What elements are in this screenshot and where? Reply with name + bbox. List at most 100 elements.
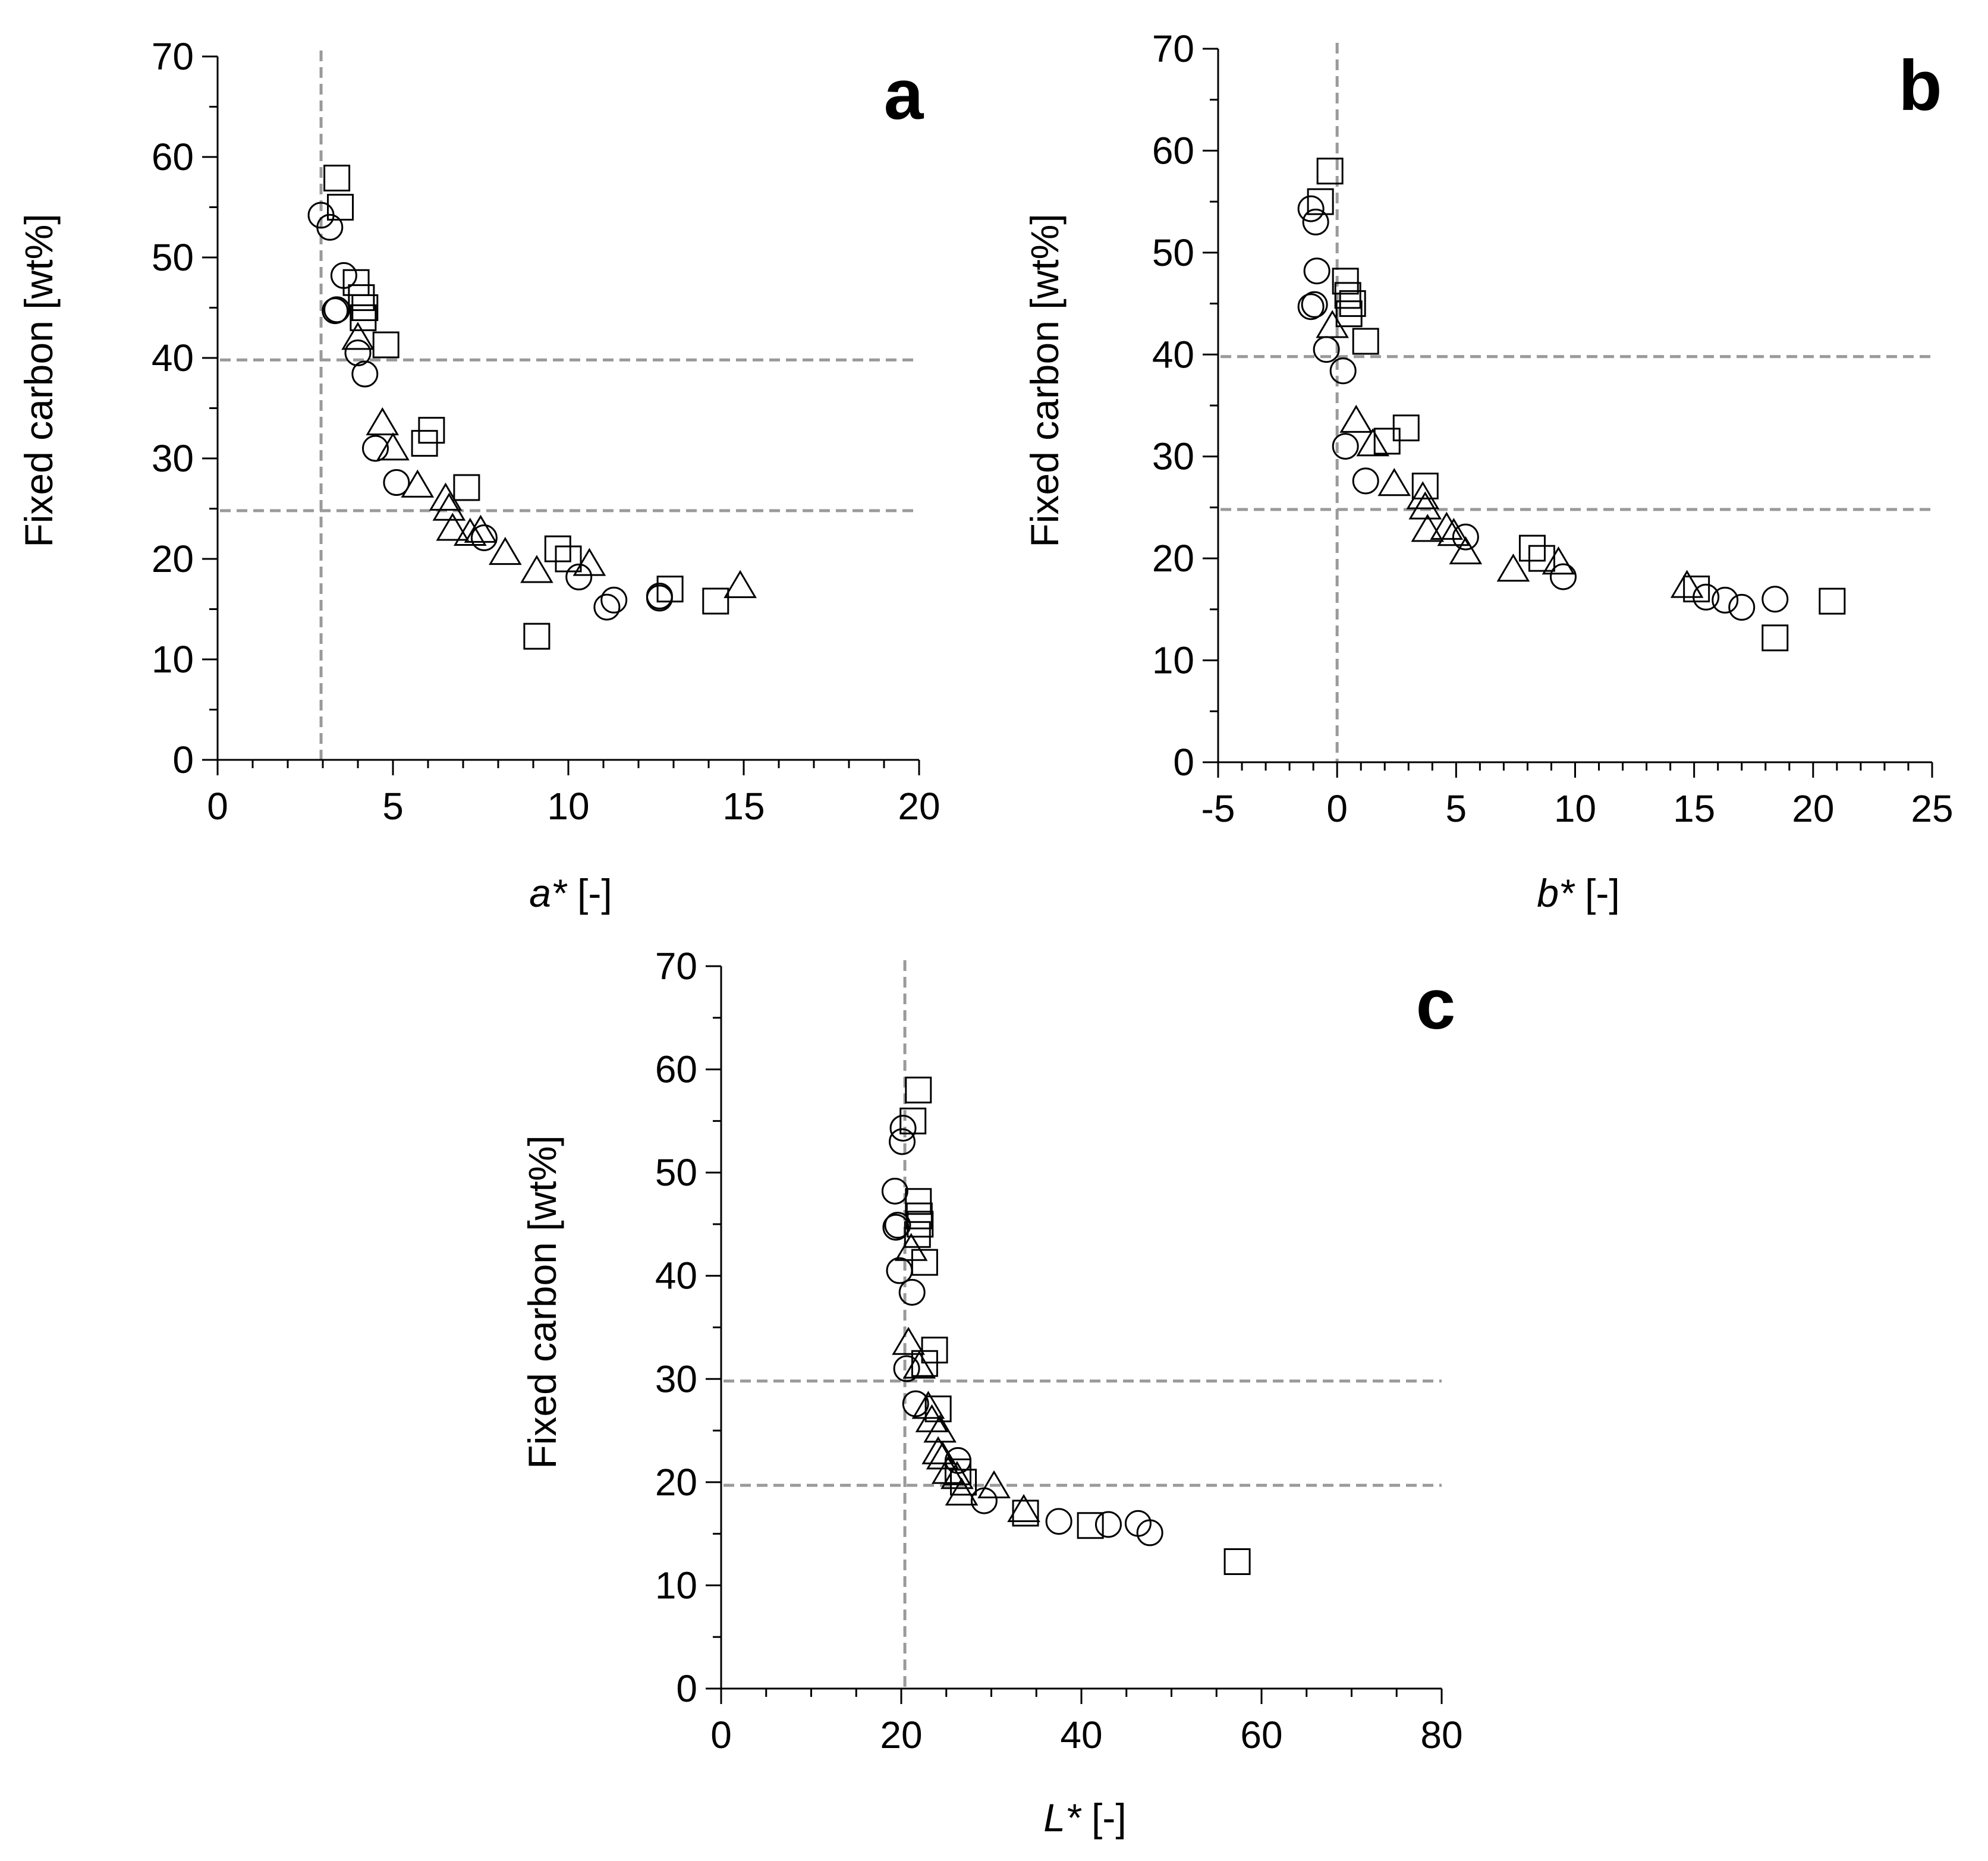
panel-b-circle-point (1712, 586, 1739, 614)
panel-a-y-axis-title: Fixed carbon [wt%] (17, 213, 61, 547)
panel-b-letter: b (1898, 46, 1942, 125)
panel-a-y-tick-label: 70 (152, 35, 194, 78)
panel-b-square-point (1352, 328, 1379, 355)
panel-c-triangle-point (945, 1477, 979, 1506)
panel-b-y-tick-label: 60 (1152, 129, 1194, 172)
panel-b-y-tick-label: 40 (1152, 333, 1194, 376)
panel-b-triangle-point (1411, 514, 1445, 542)
panel-a-x-axis-title: a* [-] (529, 871, 612, 915)
panel-c-square-point (905, 1076, 932, 1104)
panel-c-square-point (905, 1188, 932, 1215)
panel-c-x-tick-label: 60 (1240, 1714, 1282, 1756)
panel-c-y-tick-label: 50 (655, 1151, 697, 1194)
panel-b-circle-point (1728, 593, 1756, 621)
panel-c-x-tick-label: 40 (1060, 1714, 1102, 1756)
panel-a-triangle-point (724, 570, 757, 598)
panel-b-triangle-point (1496, 554, 1530, 582)
panel-c: 0 10 20 30 40 50 60 70 0 20 40 60 80 Fixed carbon [w… (520, 945, 1463, 1840)
panel-a-circle-point (351, 360, 379, 388)
panel-b-x-tick-label: 20 (1792, 787, 1834, 830)
panel-a-square-point (327, 194, 354, 221)
panel-b-square-point (1683, 576, 1710, 603)
panel-c-y-tick-label: 30 (655, 1357, 697, 1400)
panel-a-square-point (323, 164, 351, 191)
panel-a-letter: a (884, 55, 924, 134)
panel-b-y-tick-label: 30 (1152, 435, 1194, 478)
panel-c-axes (720, 966, 1442, 1690)
panel-b-square-point (1335, 300, 1363, 328)
panel-a: 0 10 20 30 40 50 60 70 0 5 10 15 20 Fixed carbon [wt… (17, 35, 940, 915)
panel-a-x-tick-label: 5 (382, 785, 404, 828)
panel-c-y-tick-label: 0 (676, 1667, 697, 1710)
panel-b-x-axis-title: b* [-] (1537, 871, 1619, 915)
panel-b-triangle-point (1356, 428, 1390, 457)
panel-b-triangle-point (1430, 511, 1464, 540)
panel-b-triangle-point (1670, 570, 1704, 598)
panel-a-triangle-point (401, 469, 435, 498)
panel-a-square-point (453, 474, 480, 501)
panel-c-circle-point (889, 1115, 917, 1142)
panel-c-circle-point (898, 1278, 926, 1306)
panel-a-square-point (372, 331, 400, 359)
panel-a-y-tick-label: 10 (152, 638, 194, 681)
panel-a-data-points (307, 164, 757, 650)
panel-b-square-point (1392, 414, 1420, 442)
panel-a-circle-point (323, 296, 351, 323)
panel-c-y-tick-label: 70 (655, 945, 697, 988)
panel-a-circle-point (383, 469, 410, 496)
panel-b-y-tick-label: 10 (1152, 639, 1194, 682)
panel-a-reference-lines (220, 51, 919, 760)
panel-a-square-point (656, 576, 684, 603)
panel-c-triangle-point (892, 1326, 925, 1355)
panel-a-circle-point (646, 583, 673, 610)
panel-c-circle-point (1094, 1511, 1122, 1538)
panel-b-triangle-point (1437, 518, 1471, 546)
panel-a-triangle-point (366, 407, 400, 436)
panel-a-circle-point (600, 586, 628, 614)
panel-b-circle-point (1297, 293, 1325, 320)
panel-c-triangle-point (1007, 1494, 1040, 1522)
panel-b-triangle-point (1339, 404, 1373, 433)
panel-c-square-point (899, 1107, 927, 1134)
panel-b-square-point (1819, 587, 1846, 615)
panel-a-x-tick-label: 20 (898, 785, 940, 828)
panel-c-square-point (907, 1211, 934, 1238)
panel-b-square-point (1518, 535, 1546, 562)
panel-c-circle-point (886, 1257, 913, 1284)
panel-a-square-point (350, 304, 377, 331)
panel-a-ticks: 0 10 20 30 40 50 60 70 0 5 10 15 20 (152, 35, 940, 828)
panel-a-triangle-point (464, 514, 498, 543)
panel-c-triangle-point (902, 1350, 936, 1379)
panel-c-square-point (921, 1337, 948, 1364)
panel-b-circle-point (1332, 433, 1359, 460)
panel-a-x-tick-label: 0 (207, 785, 228, 828)
panel-c-x-tick-label: 80 (1420, 1714, 1462, 1756)
panel-b-y-tick-label: 70 (1152, 27, 1194, 70)
panel-a-triangle-point (429, 482, 463, 511)
panel-b-square-point (1528, 545, 1555, 572)
panel-a-square-point (351, 294, 379, 321)
panel-c-square-point (905, 1202, 933, 1230)
panel-b-square-point (1761, 624, 1789, 652)
panel-a-x-tick-label: 15 (722, 785, 765, 828)
panel-b-circle-point (1329, 357, 1357, 385)
panel-b-circle-point (1301, 291, 1328, 318)
panel-c-y-tick-label: 20 (655, 1461, 697, 1504)
panel-a-circle-point (565, 563, 593, 590)
panel-a-square-point (348, 284, 375, 312)
panel-a-triangle-point (453, 517, 487, 546)
panel-a-circle-point (470, 524, 498, 552)
panel-c-square-point (1077, 1512, 1104, 1539)
panel-b-circle-point (1303, 257, 1330, 285)
panel-a-circle-point (316, 213, 344, 241)
panel-a-square-point (702, 587, 729, 615)
panel-c-square-point (924, 1395, 952, 1423)
panel-b-square-point (1332, 268, 1359, 295)
panel-a-triangle-point (573, 548, 606, 576)
panel-b-triangle-point (1449, 536, 1483, 565)
panel-a-circle-point (362, 435, 389, 462)
panel-b-square-point (1316, 158, 1344, 185)
panel-b-triangle-point (1542, 546, 1575, 575)
panel-a-y-tick-label: 20 (152, 537, 194, 580)
panel-b-square-point (1334, 282, 1361, 309)
